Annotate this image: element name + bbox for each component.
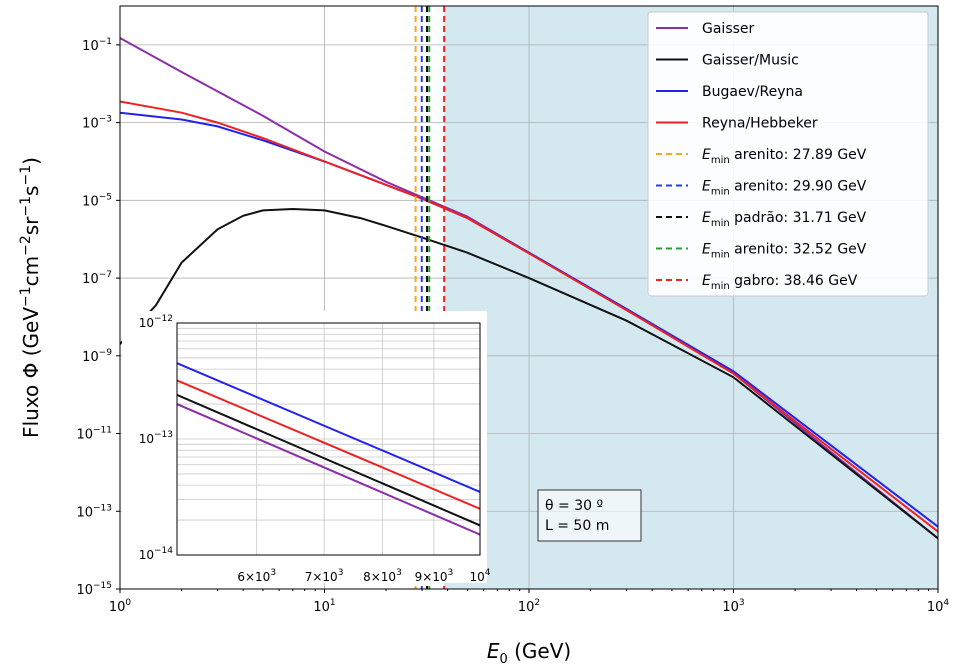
inset-x-tick-label: 9×103 [415,568,454,584]
x-axis-label: E0 (GeV) [487,639,571,667]
y-tick-label: 10−1 [82,37,112,54]
legend-label: Emin gabro: 38.46 GeV [702,273,858,292]
x-tick-label: 100 [109,598,132,615]
x-tick-label: 104 [927,598,950,615]
inset-frame [176,322,481,556]
x-tick-label: 103 [722,598,744,615]
legend-box [647,11,929,297]
inset-line-reyna-hebbeker [177,379,480,510]
inset-line-bugaev-reyna [177,362,480,493]
inset-x-tick-label: 6×103 [237,568,276,584]
inset-y-tick-label: 10−14 [139,546,174,562]
inset-line-gaisser-music [177,393,480,527]
inset-line-gaisser [177,403,480,536]
legend-label: Emin padrão: 31.71 GeV [702,210,867,229]
inset: 10−14 10−13 10−12 6×103 7×103 8×103 9×103 104 [122,311,491,584]
y-tick-label: 10−11 [76,426,112,443]
y-tick-label: 10−3 [82,115,112,132]
legend-label: Reyna/Hebbeker [702,116,818,132]
legend: Gaisser Gaisser/Music Bugaev/Reyna Reyna/He… [647,11,929,297]
series-line-reyna-hebbeker [120,100,938,533]
annotation-box [537,489,642,542]
y-tick-label: 10−13 [76,503,112,520]
inset-x-tick-label: 7×103 [305,568,344,584]
inset-x-tick-label: 8×103 [363,568,402,584]
inset-series [177,362,480,536]
legend-label: Emin arenito: 32.52 GeV [702,242,867,261]
legend-label: Bugaev/Reyna [702,84,803,100]
legend-label: Emin arenito: 27.89 GeV [702,147,867,166]
annotation: θ = 30 º L = 50 m [537,489,642,542]
x-tick-label: 102 [518,598,540,615]
legend-label: Gaisser [702,21,755,37]
y-tick-label: 10−7 [82,270,112,287]
y-axis-label: Fluxo Φ (GeV−1cm−2sr−1s−1) [18,157,43,438]
y-tick-label: 10−9 [82,348,112,365]
y-tick-label: 10−15 [76,581,112,598]
x-tick-label: 101 [313,598,335,615]
inset-y-tick-label: 10−12 [139,314,173,330]
y-tick-label: 10−5 [82,192,112,209]
legend-label: Gaisser/Music [702,53,799,69]
annotation-line: L = 50 m [545,518,609,534]
inset-x-tick-label: 104 [469,568,490,584]
legend-label: Emin arenito: 29.90 GeV [702,179,867,198]
series-line-gaisser-music [120,207,938,540]
inset-y-tick-label: 10−13 [139,430,173,446]
annotation-line: θ = 30 º [545,498,603,514]
